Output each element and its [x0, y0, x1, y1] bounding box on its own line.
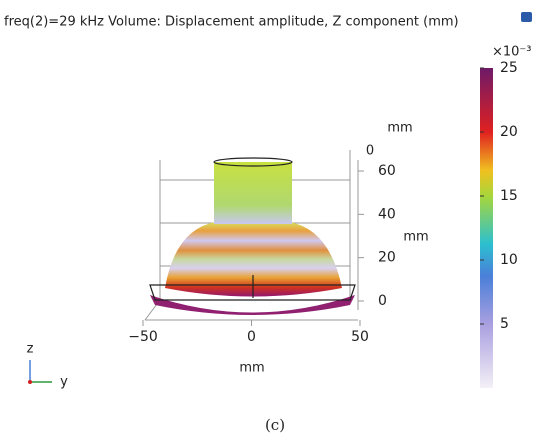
colorbar-tick-label: 25 — [500, 60, 518, 76]
colorbar-tick-label: 20 — [500, 124, 518, 140]
z-tick-label: 20 — [378, 250, 396, 266]
x-axis-label: mm — [239, 361, 264, 376]
x-tick-label: −50 — [128, 329, 158, 345]
colorbar-exponent: ×10⁻³ — [492, 45, 532, 60]
z-tick-label: 60 — [378, 163, 396, 179]
colorbar-tick-label: 5 — [500, 316, 509, 332]
toolbar-icon[interactable] — [521, 12, 532, 22]
y-axis-label: mm — [387, 121, 412, 136]
colorbar-tick-label: 15 — [500, 188, 518, 204]
triad-z: z — [27, 342, 34, 357]
colorbar — [480, 68, 493, 388]
x-tick-label: 50 — [351, 329, 369, 345]
triad-y: y — [60, 375, 68, 390]
z-tick-label: 0 — [378, 293, 387, 309]
axis-triad: z y — [27, 342, 69, 390]
colorbar-tick-label: 10 — [500, 252, 518, 268]
x-tick-label: 0 — [247, 329, 256, 345]
z-axis-label: mm — [403, 230, 428, 245]
caption: (c) — [265, 416, 285, 434]
y-tick-label: 0 — [366, 144, 374, 159]
plot-title: freq(2)=29 kHz Volume: Displacement ampl… — [4, 15, 459, 30]
z-tick-label: 40 — [378, 206, 396, 222]
transducer-surface — [149, 157, 356, 315]
